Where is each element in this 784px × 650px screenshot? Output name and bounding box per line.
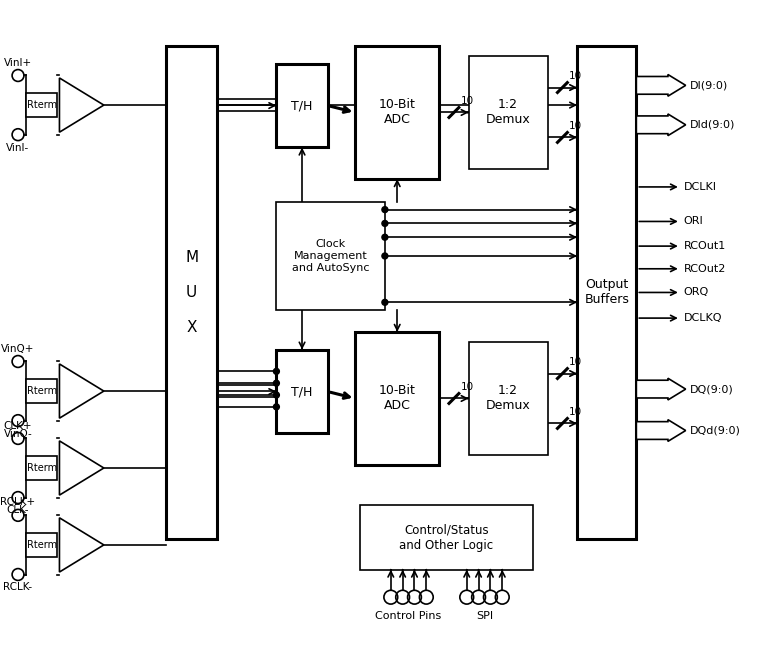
Text: M

U

X: M U X bbox=[185, 250, 198, 335]
Text: Rterm: Rterm bbox=[27, 100, 56, 110]
Text: Clock
Management
and AutoSync: Clock Management and AutoSync bbox=[292, 239, 369, 272]
Text: 10: 10 bbox=[569, 71, 583, 81]
Text: T/H: T/H bbox=[292, 385, 313, 398]
Text: RCLK-: RCLK- bbox=[3, 582, 33, 592]
Text: VinQ-: VinQ- bbox=[4, 428, 32, 439]
Text: DId(9:0): DId(9:0) bbox=[690, 120, 735, 130]
Text: VinQ+: VinQ+ bbox=[2, 344, 34, 354]
Text: DCLKQ: DCLKQ bbox=[684, 313, 722, 323]
Text: 10: 10 bbox=[569, 357, 583, 367]
Text: VinI+: VinI+ bbox=[4, 58, 32, 68]
Text: Output
Buffers: Output Buffers bbox=[584, 278, 630, 306]
Text: Rterm: Rterm bbox=[27, 540, 56, 550]
Circle shape bbox=[382, 220, 388, 226]
Bar bbox=[577, 46, 637, 539]
Text: 10: 10 bbox=[569, 120, 583, 131]
Text: CLK+: CLK+ bbox=[4, 421, 32, 430]
FancyArrow shape bbox=[637, 378, 686, 400]
Polygon shape bbox=[60, 441, 103, 495]
Circle shape bbox=[382, 207, 388, 213]
Text: CLK-: CLK- bbox=[7, 506, 29, 515]
Text: 10-Bit
ADC: 10-Bit ADC bbox=[379, 99, 416, 127]
Text: 10: 10 bbox=[461, 96, 474, 105]
Bar bbox=[277, 202, 385, 310]
Text: SPI: SPI bbox=[476, 611, 493, 621]
Text: RCOut1: RCOut1 bbox=[684, 241, 726, 251]
Text: DI(9:0): DI(9:0) bbox=[690, 81, 728, 90]
Circle shape bbox=[274, 404, 279, 410]
Text: Rterm: Rterm bbox=[27, 463, 56, 473]
Polygon shape bbox=[60, 78, 103, 132]
FancyArrow shape bbox=[637, 114, 686, 136]
Text: Control Pins: Control Pins bbox=[376, 611, 441, 621]
Bar bbox=[26, 93, 57, 118]
Text: T/H: T/H bbox=[292, 99, 313, 112]
Text: 10: 10 bbox=[461, 382, 474, 391]
Text: ORQ: ORQ bbox=[684, 287, 709, 298]
Text: VinI-: VinI- bbox=[6, 142, 30, 153]
Text: DQ(9:0): DQ(9:0) bbox=[690, 384, 733, 394]
Circle shape bbox=[274, 380, 279, 386]
Polygon shape bbox=[60, 518, 103, 572]
Text: Rterm: Rterm bbox=[27, 386, 56, 396]
Text: ORI: ORI bbox=[684, 216, 703, 226]
Bar bbox=[355, 332, 439, 465]
Circle shape bbox=[382, 234, 388, 240]
FancyArrow shape bbox=[637, 75, 686, 96]
Bar bbox=[26, 379, 57, 404]
Bar bbox=[355, 46, 439, 179]
Bar bbox=[360, 506, 533, 569]
Bar bbox=[26, 456, 57, 480]
FancyArrow shape bbox=[637, 420, 686, 441]
Text: 10-Bit
ADC: 10-Bit ADC bbox=[379, 384, 416, 413]
Bar bbox=[277, 64, 328, 148]
Text: 1:2
Demux: 1:2 Demux bbox=[486, 99, 531, 127]
Circle shape bbox=[382, 300, 388, 306]
Circle shape bbox=[382, 253, 388, 259]
Circle shape bbox=[274, 369, 279, 374]
Bar bbox=[166, 46, 217, 539]
Text: RCOut2: RCOut2 bbox=[684, 264, 726, 274]
Text: RCLK+: RCLK+ bbox=[1, 497, 35, 508]
Text: DCLKI: DCLKI bbox=[684, 182, 717, 192]
Text: 10: 10 bbox=[569, 406, 583, 417]
Bar bbox=[469, 56, 547, 169]
Text: Control/Status
and Other Logic: Control/Status and Other Logic bbox=[400, 523, 494, 551]
Text: DQd(9:0): DQd(9:0) bbox=[690, 426, 741, 436]
Circle shape bbox=[274, 392, 279, 398]
Bar bbox=[26, 532, 57, 557]
Bar bbox=[469, 342, 547, 455]
Text: 1:2
Demux: 1:2 Demux bbox=[486, 384, 531, 413]
Polygon shape bbox=[60, 364, 103, 418]
Bar bbox=[277, 350, 328, 434]
